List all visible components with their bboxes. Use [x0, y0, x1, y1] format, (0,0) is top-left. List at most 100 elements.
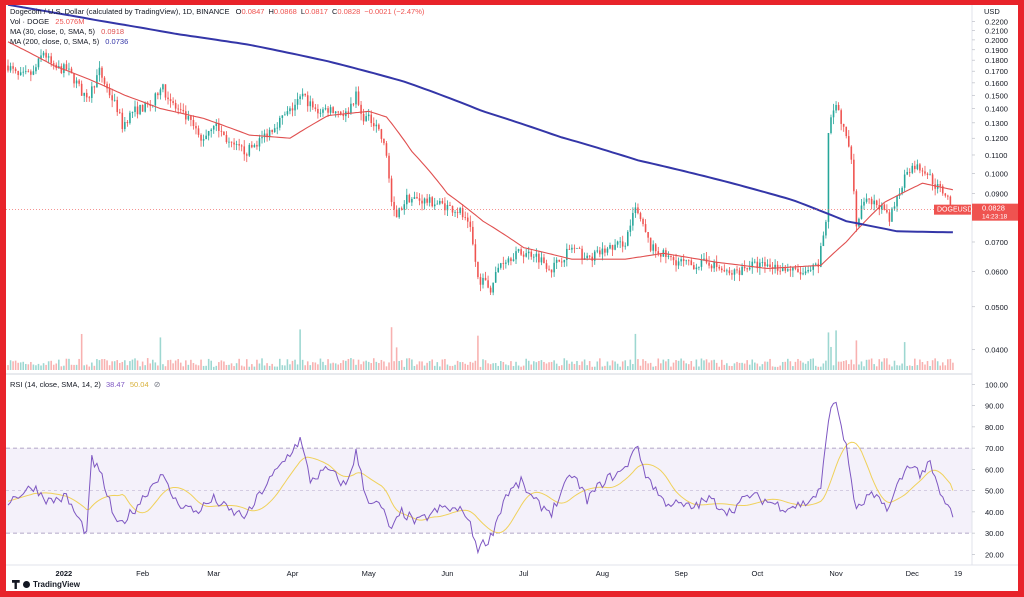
candle — [68, 62, 70, 76]
volume-bar — [769, 358, 771, 370]
candle-body — [403, 204, 406, 210]
candle-body — [75, 80, 78, 84]
candle — [141, 104, 144, 112]
candle-body — [507, 258, 510, 263]
candle-body — [365, 116, 367, 122]
volume-bar — [55, 363, 58, 370]
tradingview-logo[interactable]: TradingView — [12, 580, 80, 589]
candle — [251, 141, 253, 149]
volume-bar — [820, 366, 822, 370]
volume-bar — [151, 359, 154, 370]
candle — [847, 130, 850, 148]
candle-body — [276, 127, 279, 129]
candle-body — [17, 71, 19, 76]
time-tick-label: May — [362, 569, 376, 578]
candle — [693, 262, 695, 270]
candle-body — [139, 104, 141, 115]
candle-body — [88, 97, 91, 99]
volume-bar — [517, 365, 520, 370]
volume-bar — [301, 359, 304, 370]
candle — [388, 152, 390, 183]
candle — [588, 255, 591, 259]
candle-body — [428, 197, 431, 203]
candle — [738, 267, 741, 282]
volume-bar — [347, 358, 350, 370]
symbol-title[interactable]: Dogecoin / U.S. Dollar (calculated by Tr… — [10, 7, 230, 16]
volume-bar — [941, 362, 944, 370]
candle — [497, 263, 500, 273]
candle — [268, 127, 271, 141]
legend-volume-row[interactable]: Vol · DOGE 25.076M — [10, 17, 424, 27]
candle — [261, 130, 263, 144]
volume-bar — [144, 365, 146, 370]
candle — [197, 125, 200, 138]
volume-bar — [672, 362, 675, 370]
candle — [466, 212, 469, 229]
candle-body — [355, 91, 357, 105]
candle-body — [870, 198, 873, 205]
candle — [426, 193, 428, 206]
candle — [365, 111, 367, 122]
candle-body — [924, 171, 926, 174]
volume-bar — [850, 359, 853, 370]
legend-ma30-row[interactable]: MA (30, close, 0, SMA, 5) 0.0918 — [10, 27, 424, 37]
legend-title-row[interactable]: Dogecoin / U.S. Dollar (calculated by Tr… — [10, 7, 424, 17]
volume-bar — [271, 363, 273, 370]
candle — [599, 246, 601, 258]
candle-body — [903, 174, 906, 188]
candle-body — [93, 86, 96, 88]
volume-bar — [654, 366, 657, 370]
candle — [492, 282, 494, 296]
candle — [451, 205, 454, 217]
volume-bar — [593, 366, 596, 370]
candle-body — [225, 135, 228, 143]
legend-ma200-row[interactable]: MA (200, close, 0, SMA, 5) 0.0736 — [10, 37, 424, 47]
volume-bar — [863, 366, 865, 370]
candle-body — [893, 206, 896, 209]
time-tick-label: 19 — [954, 569, 962, 578]
candle-body — [126, 122, 129, 124]
candle-body — [540, 257, 543, 263]
tradingview-chart[interactable]: 0.04000.05000.06000.07000.08000.09000.10… — [6, 5, 1018, 591]
volume-bar — [70, 364, 73, 370]
candle — [830, 114, 832, 135]
candle — [883, 203, 886, 211]
candle-body — [944, 193, 947, 196]
time-tick-label: Aug — [596, 569, 609, 578]
candle-body — [238, 144, 240, 146]
candle — [906, 167, 908, 176]
candle — [248, 143, 251, 157]
volume-bar — [266, 363, 268, 370]
volume-bar — [322, 361, 324, 370]
candle — [891, 207, 893, 222]
candle — [116, 96, 119, 116]
volume-bar — [563, 358, 566, 370]
candle — [850, 145, 853, 164]
candle — [431, 196, 433, 208]
volume-bar — [223, 361, 225, 370]
volume-bar — [533, 361, 535, 370]
volume-bar — [837, 361, 840, 370]
candle — [131, 111, 134, 118]
candle-body — [715, 261, 718, 267]
candle-body — [14, 68, 17, 72]
candle — [42, 50, 45, 58]
candle — [304, 93, 306, 97]
candle-body — [804, 271, 807, 274]
candle — [159, 87, 162, 100]
candle-body — [464, 217, 467, 219]
candle — [652, 240, 654, 255]
volume-bar — [210, 360, 212, 370]
price-tick-label: 0.1900 — [985, 46, 1008, 55]
rsi-ma-value: 50.04 — [129, 380, 149, 389]
settings-icon[interactable]: ⊘ — [153, 380, 161, 389]
candle-body — [652, 244, 654, 251]
candle-body — [301, 93, 304, 97]
candle-body — [868, 198, 870, 200]
rsi-legend[interactable]: RSI (14, close, SMA, 14, 2) 38.47 50.04 … — [10, 380, 160, 389]
candle-body — [474, 244, 477, 262]
candle — [947, 194, 949, 200]
candle — [746, 267, 748, 273]
candle — [494, 266, 497, 283]
volume-bar — [723, 364, 726, 370]
